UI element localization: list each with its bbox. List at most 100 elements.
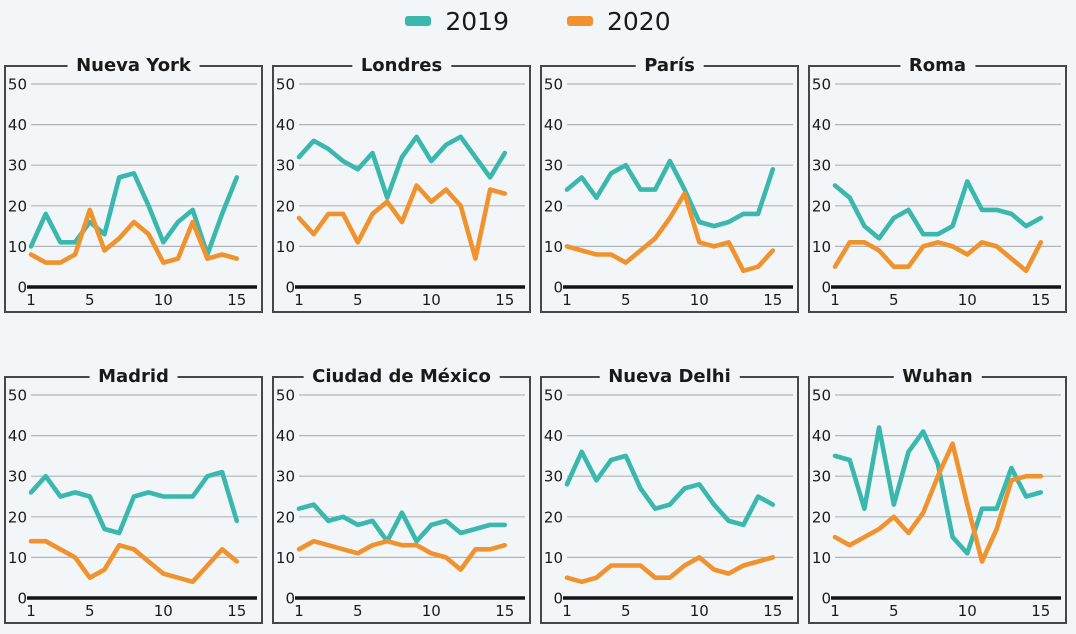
- chart-title-ciudad-de-mexico: Ciudad de México: [303, 365, 500, 389]
- x-tick-label-1: 1: [830, 602, 840, 620]
- chart-title-nueva-delhi: Nueva Delhi: [599, 365, 740, 389]
- series-line-2019: [28, 469, 240, 536]
- x-tick-label-10: 10: [690, 602, 709, 620]
- y-tick-label-20: 20: [276, 197, 295, 215]
- series-line-2019: [28, 171, 240, 257]
- legend-item-2020: 2020: [567, 9, 671, 34]
- y-tick-label-10: 10: [544, 549, 563, 567]
- x-tick-label-5: 5: [889, 291, 899, 309]
- x-tick-label-15: 15: [763, 291, 782, 309]
- y-tick-label-40: 40: [812, 427, 831, 445]
- y-tick-label-20: 20: [276, 508, 295, 526]
- series-line-2019: [564, 449, 776, 528]
- y-tick-label-10: 10: [8, 549, 27, 567]
- chart-title-roma: Roma: [899, 54, 976, 78]
- x-tick-label-10: 10: [154, 602, 173, 620]
- y-tick-label-30: 30: [276, 468, 295, 486]
- y-tick-label-40: 40: [812, 116, 831, 134]
- series-line-2020: [832, 441, 1044, 564]
- chart-title-nueva-york: Nueva York: [67, 54, 200, 78]
- y-tick-label-10: 10: [276, 238, 295, 256]
- series-line-2020: [564, 555, 776, 585]
- y-tick-label-50: 50: [544, 387, 563, 405]
- x-tick-label-10: 10: [958, 602, 977, 620]
- y-tick-label-0: 0: [285, 279, 295, 297]
- x-tick-label-15: 15: [763, 602, 782, 620]
- y-tick-label-0: 0: [821, 279, 831, 297]
- y-tick-label-50: 50: [544, 76, 563, 94]
- legend-swatch-2019-icon: [405, 16, 432, 26]
- chart-madrid: Madrid 0 10 20 30 40 50 1 5 10 15: [4, 365, 263, 624]
- x-tick-label-10: 10: [690, 291, 709, 309]
- y-tick-label-0: 0: [553, 279, 563, 297]
- x-tick-label-15: 15: [495, 291, 514, 309]
- y-tick-label-40: 40: [8, 116, 27, 134]
- y-tick-label-50: 50: [276, 387, 295, 405]
- x-tick-label-15: 15: [1031, 291, 1050, 309]
- x-tick-label-10: 10: [958, 291, 977, 309]
- chart-title-londres: Londres: [351, 54, 452, 78]
- x-tick-label-10: 10: [422, 602, 441, 620]
- y-tick-label-30: 30: [812, 468, 831, 486]
- y-tick-label-20: 20: [544, 508, 563, 526]
- y-tick-label-0: 0: [285, 590, 295, 608]
- x-tick-label-5: 5: [621, 602, 631, 620]
- x-tick-label-15: 15: [227, 291, 246, 309]
- y-tick-label-20: 20: [8, 508, 27, 526]
- series-line-2020: [296, 538, 508, 572]
- y-tick-label-0: 0: [553, 590, 563, 608]
- legend-swatch-2020-icon: [567, 16, 593, 26]
- y-tick-label-50: 50: [8, 76, 27, 94]
- series-line-2019: [296, 134, 508, 200]
- x-tick-label-1: 1: [294, 602, 304, 620]
- x-tick-label-1: 1: [562, 602, 572, 620]
- chart-paris: París 0 10 20 30 40 50 1 5 10 15: [540, 54, 799, 313]
- x-tick-label-5: 5: [85, 602, 95, 620]
- x-tick-label-1: 1: [562, 291, 572, 309]
- y-tick-label-20: 20: [812, 197, 831, 215]
- y-tick-label-40: 40: [8, 427, 27, 445]
- chart-wuhan: Wuhan 0 10 20 30 40 50 1 5 10 15: [808, 365, 1067, 624]
- x-tick-label-5: 5: [353, 291, 363, 309]
- legend: 2019 2020: [0, 2, 1076, 40]
- x-tick-label-15: 15: [227, 602, 246, 620]
- series-line-2019: [564, 158, 776, 229]
- y-tick-label-0: 0: [17, 590, 27, 608]
- y-tick-label-0: 0: [17, 279, 27, 297]
- y-tick-label-10: 10: [812, 238, 831, 256]
- y-tick-label-20: 20: [544, 197, 563, 215]
- x-tick-label-10: 10: [422, 291, 441, 309]
- series-line-2020: [28, 207, 240, 265]
- y-tick-label-30: 30: [276, 157, 295, 175]
- chart-title-madrid: Madrid: [89, 365, 178, 389]
- x-tick-label-5: 5: [621, 291, 631, 309]
- y-tick-label-50: 50: [812, 387, 831, 405]
- y-tick-label-50: 50: [8, 387, 27, 405]
- y-tick-label-30: 30: [8, 468, 27, 486]
- chart-ciudad-de-mexico: Ciudad de México 0 10 20 30 40 50 1 5 10 15: [272, 365, 531, 624]
- x-tick-label-10: 10: [154, 291, 173, 309]
- series-line-2020: [296, 183, 508, 261]
- y-tick-label-30: 30: [812, 157, 831, 175]
- x-tick-label-1: 1: [294, 291, 304, 309]
- series-line-2019: [832, 425, 1044, 556]
- series-line-2019: [296, 502, 508, 544]
- x-tick-label-5: 5: [889, 602, 899, 620]
- legend-label-2019: 2019: [445, 6, 509, 36]
- charts-grid: Nueva York 0 10 20 30 40 50 1 5 10 15 Londres 0 10…: [0, 54, 1076, 624]
- x-tick-label-5: 5: [85, 291, 95, 309]
- series-line-2020: [28, 538, 240, 585]
- y-tick-label-40: 40: [544, 116, 563, 134]
- y-tick-label-50: 50: [276, 76, 295, 94]
- series-line-2019: [832, 179, 1044, 241]
- chart-title-paris: París: [635, 54, 704, 78]
- x-tick-label-1: 1: [26, 291, 36, 309]
